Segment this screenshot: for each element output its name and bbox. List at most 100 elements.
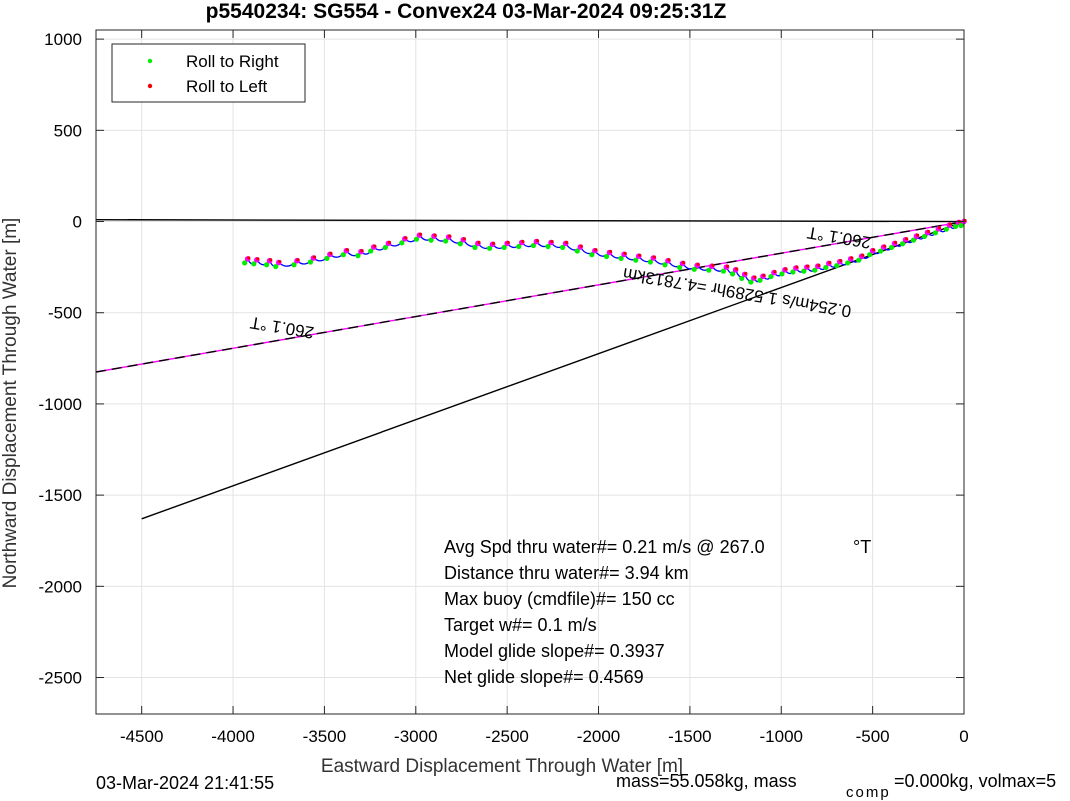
y-axis-label: Northward Displacement Through Water [m]	[0, 218, 21, 589]
x-tick-label: -3500	[303, 727, 346, 746]
x-tick-label: -2000	[577, 727, 620, 746]
roll-right-point	[812, 267, 818, 273]
roll-left-point	[491, 241, 496, 245]
roll-left-point	[828, 260, 832, 265]
y-tick-label: -500	[48, 304, 82, 323]
roll-right-point	[242, 260, 248, 266]
x-axis-label: Eastward Displacement Through Water [m]	[321, 756, 683, 777]
roll-right-point	[720, 268, 727, 274]
annotation-avg-speed: Avg Spd thru water#= 0.21 m/s @ 267.0	[444, 537, 765, 557]
roll-right-point	[545, 243, 551, 250]
roll-left-point	[893, 240, 898, 245]
annotation-block: Avg Spd thru water#= 0.21 m/s @ 267.0 °T…	[444, 537, 871, 687]
roll-left-point	[681, 260, 686, 265]
roll-right-point	[943, 226, 949, 232]
roll-right-point	[823, 264, 829, 271]
roll-right-point	[428, 237, 434, 243]
roll-right-point	[251, 261, 257, 267]
roll-right-point	[530, 242, 536, 249]
roll-right-point	[801, 268, 807, 274]
y-tick-label: 1000	[44, 30, 82, 49]
roll-right-point	[748, 279, 754, 285]
y-tick-label: 500	[54, 121, 82, 140]
roll-left-point	[550, 239, 554, 244]
annotation-target-w: Target w#= 0.1 m/s	[444, 615, 597, 635]
roll-right-point	[676, 264, 683, 271]
roll-right-point	[368, 248, 374, 254]
annotation-max-buoy: Max buoy (cmdfile)#= 150 cc	[444, 589, 675, 609]
roll-left-point	[817, 263, 821, 267]
roll-right-point	[589, 252, 595, 258]
reference-line	[141, 220, 965, 520]
roll-right-point	[647, 259, 653, 265]
y-tick-label: 0	[73, 213, 82, 232]
roll-left-point	[904, 237, 909, 241]
roll-left-point	[404, 236, 408, 240]
footer-mass-comp-subscript: comp	[846, 784, 891, 801]
roll-left-point	[638, 253, 642, 257]
roll-left-point	[477, 240, 481, 245]
roll-right-point	[729, 271, 736, 277]
roll-left-point	[762, 273, 766, 277]
roll-right-point	[486, 245, 493, 251]
roll-right-point	[856, 257, 862, 263]
x-tick-label: -2500	[485, 727, 528, 746]
x-tick-label: -1500	[668, 727, 711, 746]
roll-right-point	[691, 266, 697, 272]
roll-left-point	[861, 253, 865, 257]
roll-left-point	[696, 262, 700, 266]
roll-left-point	[360, 249, 364, 253]
roll-left-point	[387, 240, 391, 245]
x-tick-label: -1000	[760, 727, 803, 746]
roll-right-point	[768, 273, 774, 280]
legend-marker-roll-left	[147, 83, 153, 89]
x-tick-label: -4000	[211, 727, 254, 746]
roll-right-point	[273, 263, 279, 270]
roll-left-point	[806, 264, 810, 268]
legend-label-roll-right: Roll to Right	[186, 52, 279, 71]
x-tick-label: 0	[959, 727, 968, 746]
roll-right-point	[574, 248, 580, 254]
roll-right-point	[324, 255, 330, 261]
roll-left-point	[753, 275, 757, 279]
roll-right-point	[662, 262, 668, 268]
roll-left-point	[784, 267, 788, 271]
roll-left-point	[506, 240, 510, 245]
roll-left-point	[850, 256, 854, 260]
plot-area	[95, 29, 967, 715]
roll-right-point	[888, 244, 895, 251]
roll-left-point	[915, 233, 920, 237]
legend: Roll to Right Roll to Left	[111, 43, 306, 103]
roll-right-point	[516, 243, 522, 250]
roll-left-point	[734, 267, 739, 271]
roll-left-point	[725, 264, 730, 268]
roll-left-point	[594, 248, 598, 252]
roll-right-point	[932, 230, 939, 236]
y-tick-label: -1500	[39, 486, 82, 505]
roll-right-point	[757, 277, 763, 283]
roll-left-point	[773, 269, 777, 274]
footer-mass-rest: =0.000kg, volmax=5	[894, 771, 1056, 791]
roll-right-point	[790, 269, 796, 275]
annotation-distance: Distance thru water#= 3.94 km	[444, 563, 689, 583]
roll-right-point	[443, 238, 449, 244]
roll-left-point	[937, 226, 942, 230]
reference-line	[95, 218, 965, 223]
roll-left-point	[608, 249, 613, 254]
roll-right-point	[921, 233, 928, 240]
roll-left-point	[256, 257, 260, 261]
y-tick-label: -2000	[39, 577, 82, 596]
roll-right-point	[845, 260, 851, 266]
footer-timestamp: 03-Mar-2024 21:41:55	[96, 773, 274, 793]
roll-right-point	[958, 222, 964, 229]
roll-left-point	[623, 251, 627, 255]
roll-left-point	[948, 222, 952, 226]
roll-right-point	[618, 255, 624, 261]
roll-left-point	[579, 244, 583, 248]
roll-left-point	[296, 258, 300, 262]
roll-right-point	[739, 275, 745, 282]
roll-left-point	[278, 259, 282, 264]
chart-title: p5540234: SG554 - Convex24 03-Mar-2024 0…	[206, 0, 727, 23]
tick-marks	[96, 30, 965, 714]
